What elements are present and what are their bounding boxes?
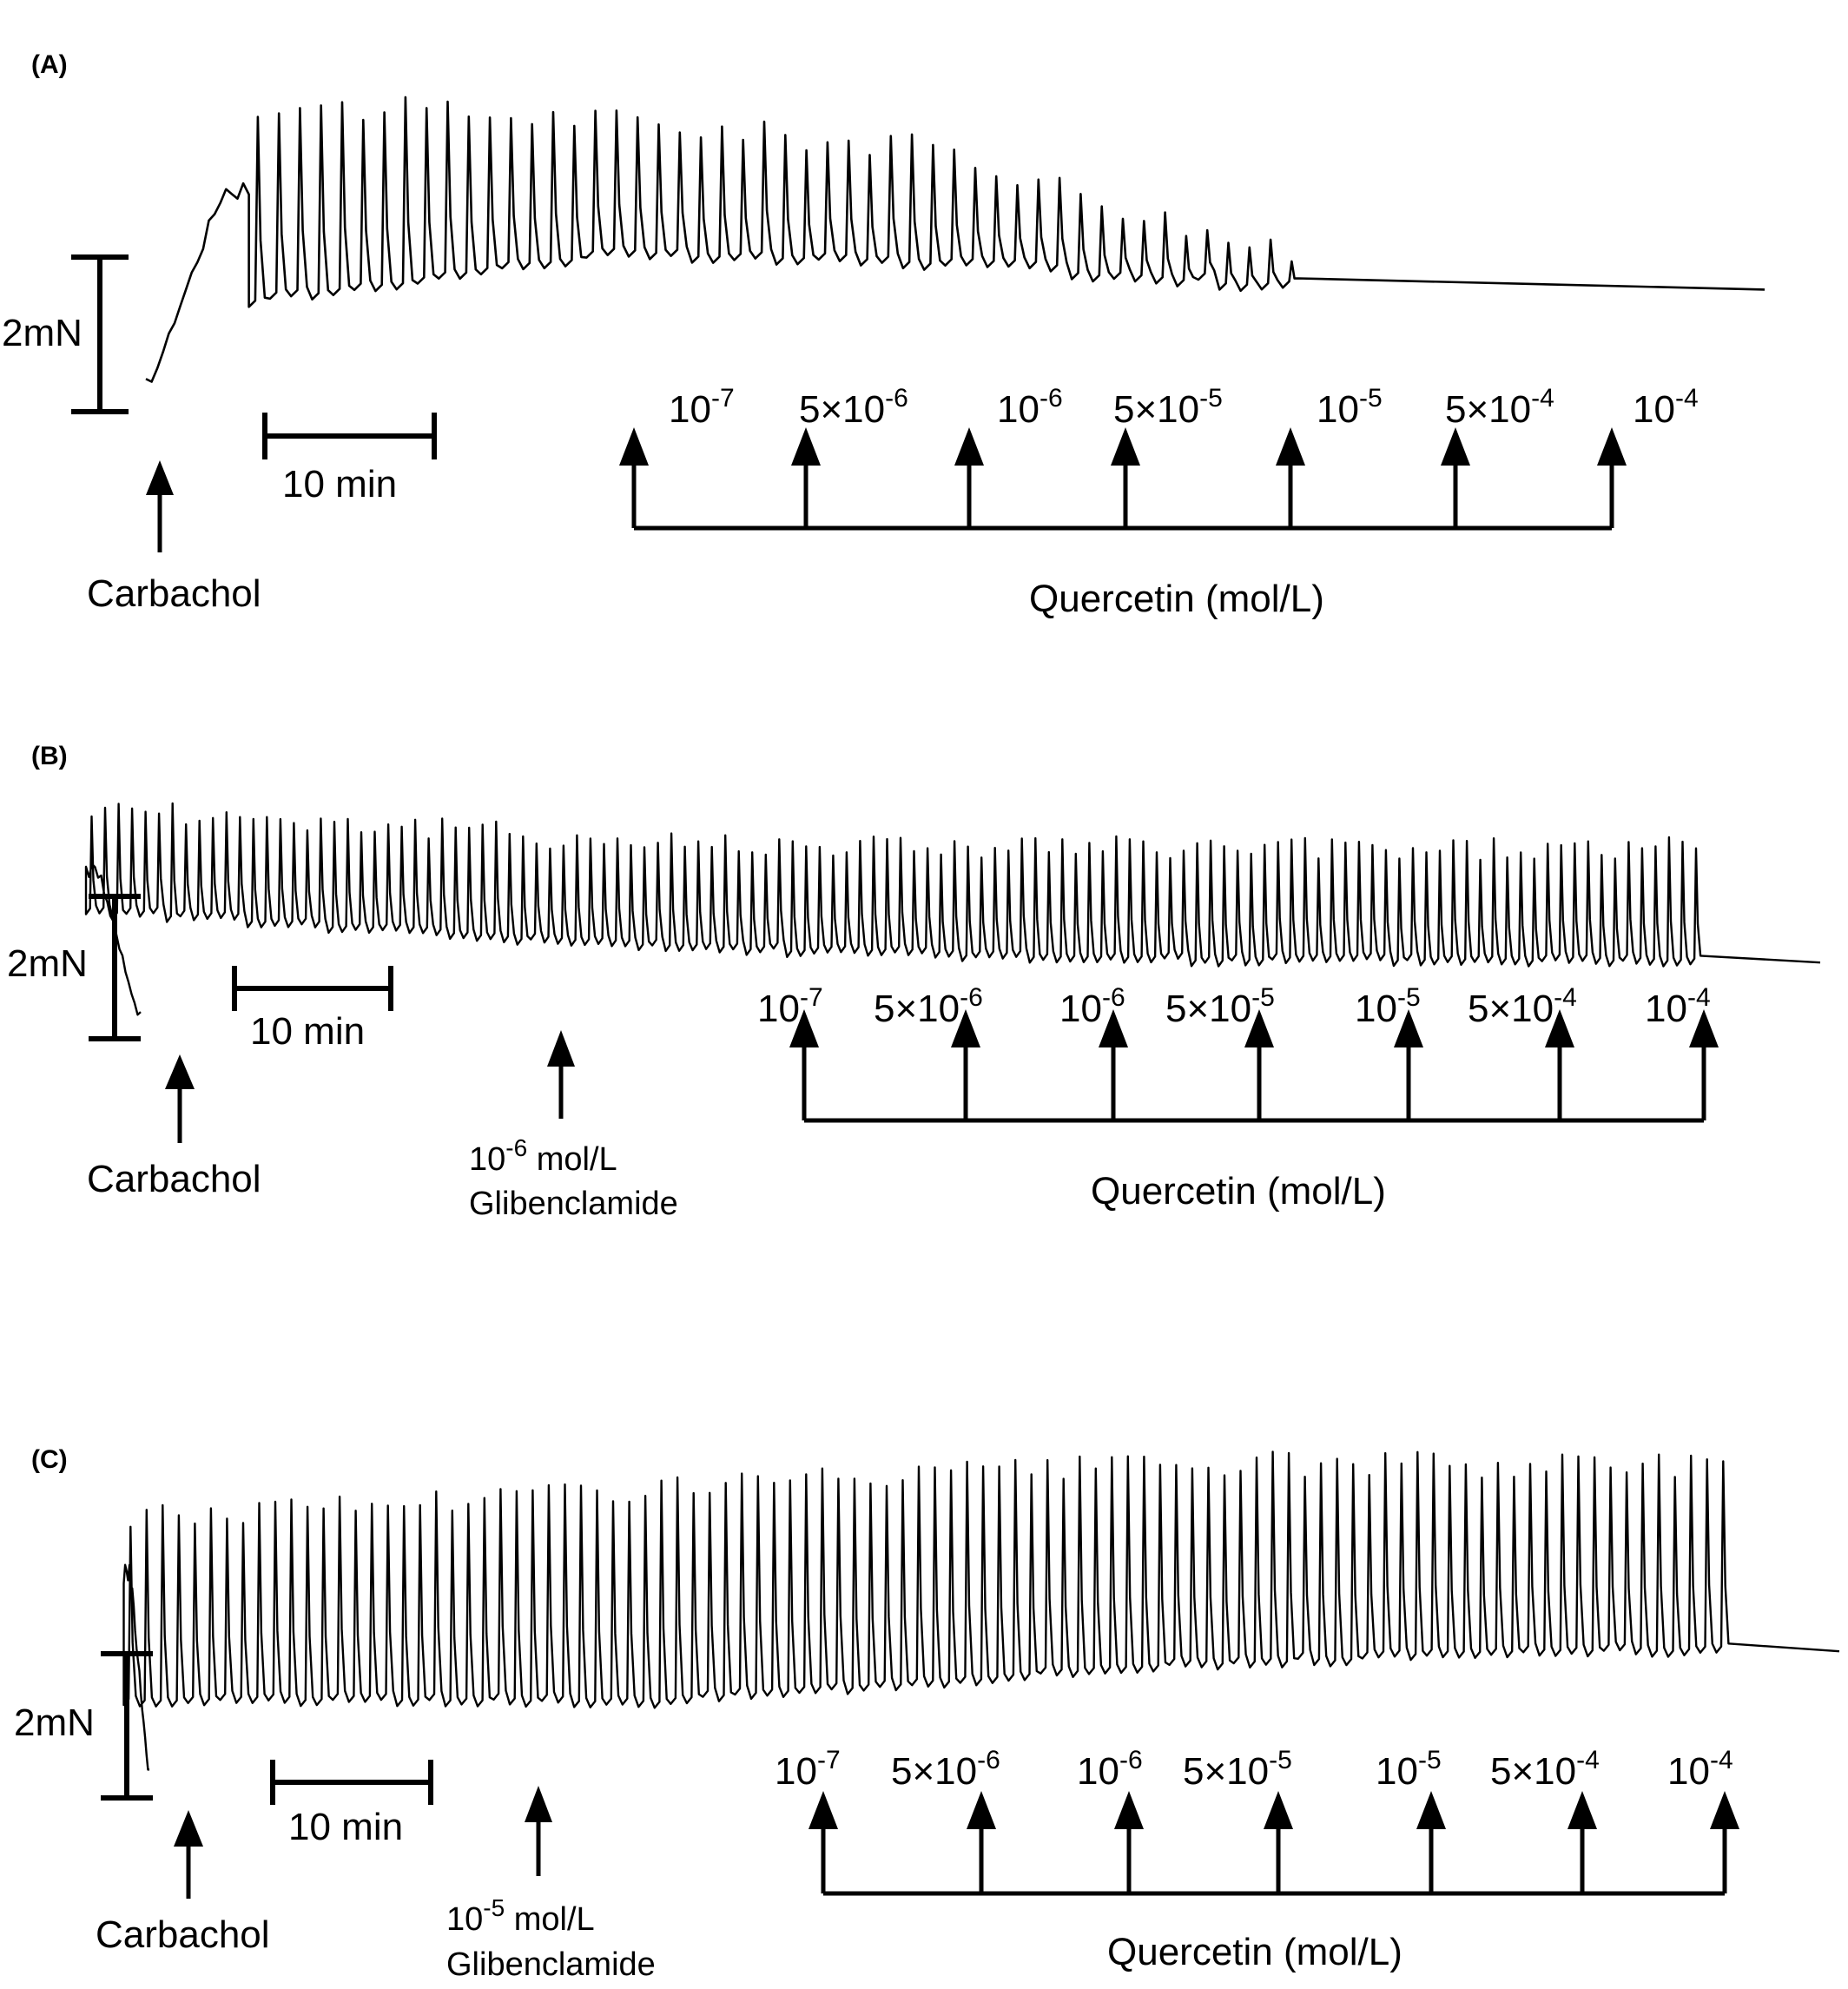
concentration-label-7: 10-4 (1667, 1746, 1733, 1793)
panel-b-glibenclamide-concentration: 10-6 mol/L (469, 1134, 617, 1178)
concentration-label-7: 10-4 (1633, 384, 1699, 431)
concentration-label-7: 10-4 (1645, 983, 1711, 1030)
quercetin-arrow-head-2 (951, 1009, 980, 1047)
panel-a-force-scale-bar (71, 254, 129, 414)
panel-b-quercetin-label: Quercetin (mol/L) (1091, 1170, 1386, 1213)
concentration-label-6: 5×10-4 (1445, 384, 1554, 431)
quercetin-arrow-head-3 (954, 427, 984, 466)
quercetin-arrow-head-3 (1114, 1791, 1144, 1829)
quercetin-arrow-head-1 (808, 1791, 838, 1829)
panel-c-label: (C) (31, 1445, 68, 1474)
concentration-label-6: 5×10-4 (1490, 1746, 1600, 1793)
concentration-label-4: 5×10-5 (1183, 1746, 1292, 1793)
concentration-label-4: 5×10-5 (1165, 983, 1275, 1030)
panel-c-quercetin-label: Quercetin (mol/L) (1107, 1931, 1402, 1973)
panel-a-trace (145, 96, 1766, 383)
panel-c-force-scale-label: 2mN (14, 1702, 95, 1744)
panel-c-carbachol-label: Carbachol (96, 1913, 270, 1956)
panel-b-quercetin-arrows (789, 1009, 1719, 1123)
concentration-label-5: 10-5 (1376, 1746, 1442, 1793)
concentration-label-5: 10-5 (1317, 384, 1383, 431)
quercetin-arrow-head-7 (1710, 1791, 1739, 1829)
panel-b-force-scale-label: 2mN (7, 942, 88, 985)
concentration-label-3: 10-6 (1077, 1746, 1143, 1793)
panel-c-glibenclamide-arrow (525, 1786, 552, 1876)
quercetin-arrow-head-7 (1689, 1009, 1719, 1047)
panel-c-force-scale-bar (101, 1651, 153, 1801)
panel-b-trace (84, 802, 1821, 1016)
concentration-label-2: 5×10-6 (891, 1746, 1000, 1793)
quercetin-arrow-head-5 (1394, 1009, 1423, 1047)
quercetin-arrow-head-1 (789, 1009, 819, 1047)
panel-a-quercetin-label: Quercetin (mol/L) (1029, 578, 1324, 620)
concentration-label-3: 10-6 (1059, 983, 1125, 1030)
concentration-label-3: 10-6 (997, 384, 1063, 431)
panel-b-glibenclamide-arrow (547, 1030, 575, 1119)
panel-b-carbachol-label: Carbachol (87, 1158, 261, 1200)
panel-b-carbachol-arrow (165, 1054, 195, 1143)
quercetin-arrow-head-6 (1545, 1009, 1574, 1047)
panel-c: (C) 2mN 10 min Carbachol 10-5 mol/L Glib… (14, 1445, 1840, 1983)
panel-b: (B) 2mN 10 min Carbachol 10-6 mol/L Glib… (7, 742, 1821, 1222)
concentration-label-1: 10-7 (757, 983, 823, 1030)
panel-a-quercetin-arrows (619, 427, 1627, 531)
panel-c-time-scale-label: 10 min (288, 1806, 403, 1848)
panel-a-label: (A) (31, 50, 68, 79)
panel-a-time-scale-bar (262, 413, 437, 459)
panel-c-trace (122, 1450, 1840, 1771)
panel-c-carbachol-arrow (174, 1810, 203, 1899)
quercetin-arrow-head-7 (1597, 427, 1627, 466)
quercetin-arrow-head-4 (1111, 427, 1140, 466)
panel-b-glibenclamide-label: Glibenclamide (469, 1186, 678, 1222)
quercetin-arrow-head-6 (1568, 1791, 1597, 1829)
panel-a-carbachol-arrow (146, 460, 174, 552)
quercetin-arrow-head-4 (1264, 1791, 1293, 1829)
quercetin-arrow-head-3 (1099, 1009, 1128, 1047)
quercetin-arrow-head-2 (791, 427, 821, 466)
panel-b-time-scale-bar (232, 966, 393, 1011)
panel-b-time-scale-label: 10 min (250, 1010, 365, 1053)
quercetin-arrow-head-6 (1441, 427, 1470, 466)
panel-a-force-scale-label: 2mN (2, 312, 82, 354)
panel-b-force-scale-bar (89, 894, 141, 1041)
panel-a-concentration-labels: 10-7 5×10-6 10-6 5×10-5 10-5 5×10-4 10-4 (669, 384, 1699, 431)
concentration-label-2: 5×10-6 (874, 983, 983, 1030)
quercetin-arrow-head-5 (1276, 427, 1305, 466)
quercetin-arrow-head-5 (1416, 1791, 1446, 1829)
panel-c-quercetin-arrows (808, 1791, 1739, 1896)
panel-c-time-scale-bar (270, 1760, 433, 1805)
concentration-label-1: 10-7 (775, 1746, 841, 1793)
concentration-label-1: 10-7 (669, 384, 735, 431)
quercetin-arrow-head-4 (1244, 1009, 1274, 1047)
panel-c-glibenclamide-label: Glibenclamide (446, 1946, 656, 1983)
concentration-label-4: 5×10-5 (1113, 384, 1223, 431)
panel-b-concentration-labels: 10-7 5×10-6 10-6 5×10-5 10-5 5×10-4 10-4 (757, 983, 1711, 1030)
panel-a: (A) 2mN 10 min Carbachol 10-7 5×10-6 10-6 5… (2, 50, 1766, 620)
panel-c-concentration-labels: 10-7 5×10-6 10-6 5×10-5 10-5 5×10-4 10-4 (775, 1746, 1733, 1793)
concentration-label-2: 5×10-6 (799, 384, 908, 431)
quercetin-arrow-head-1 (619, 427, 649, 466)
panel-c-glibenclamide-concentration: 10-5 mol/L (446, 1894, 595, 1938)
panel-a-carbachol-label: Carbachol (87, 572, 261, 615)
quercetin-arrow-head-2 (967, 1791, 996, 1829)
panel-b-label: (B) (31, 742, 68, 770)
concentration-label-6: 5×10-4 (1468, 983, 1577, 1030)
panel-a-time-scale-label: 10 min (282, 463, 397, 506)
concentration-label-5: 10-5 (1355, 983, 1421, 1030)
